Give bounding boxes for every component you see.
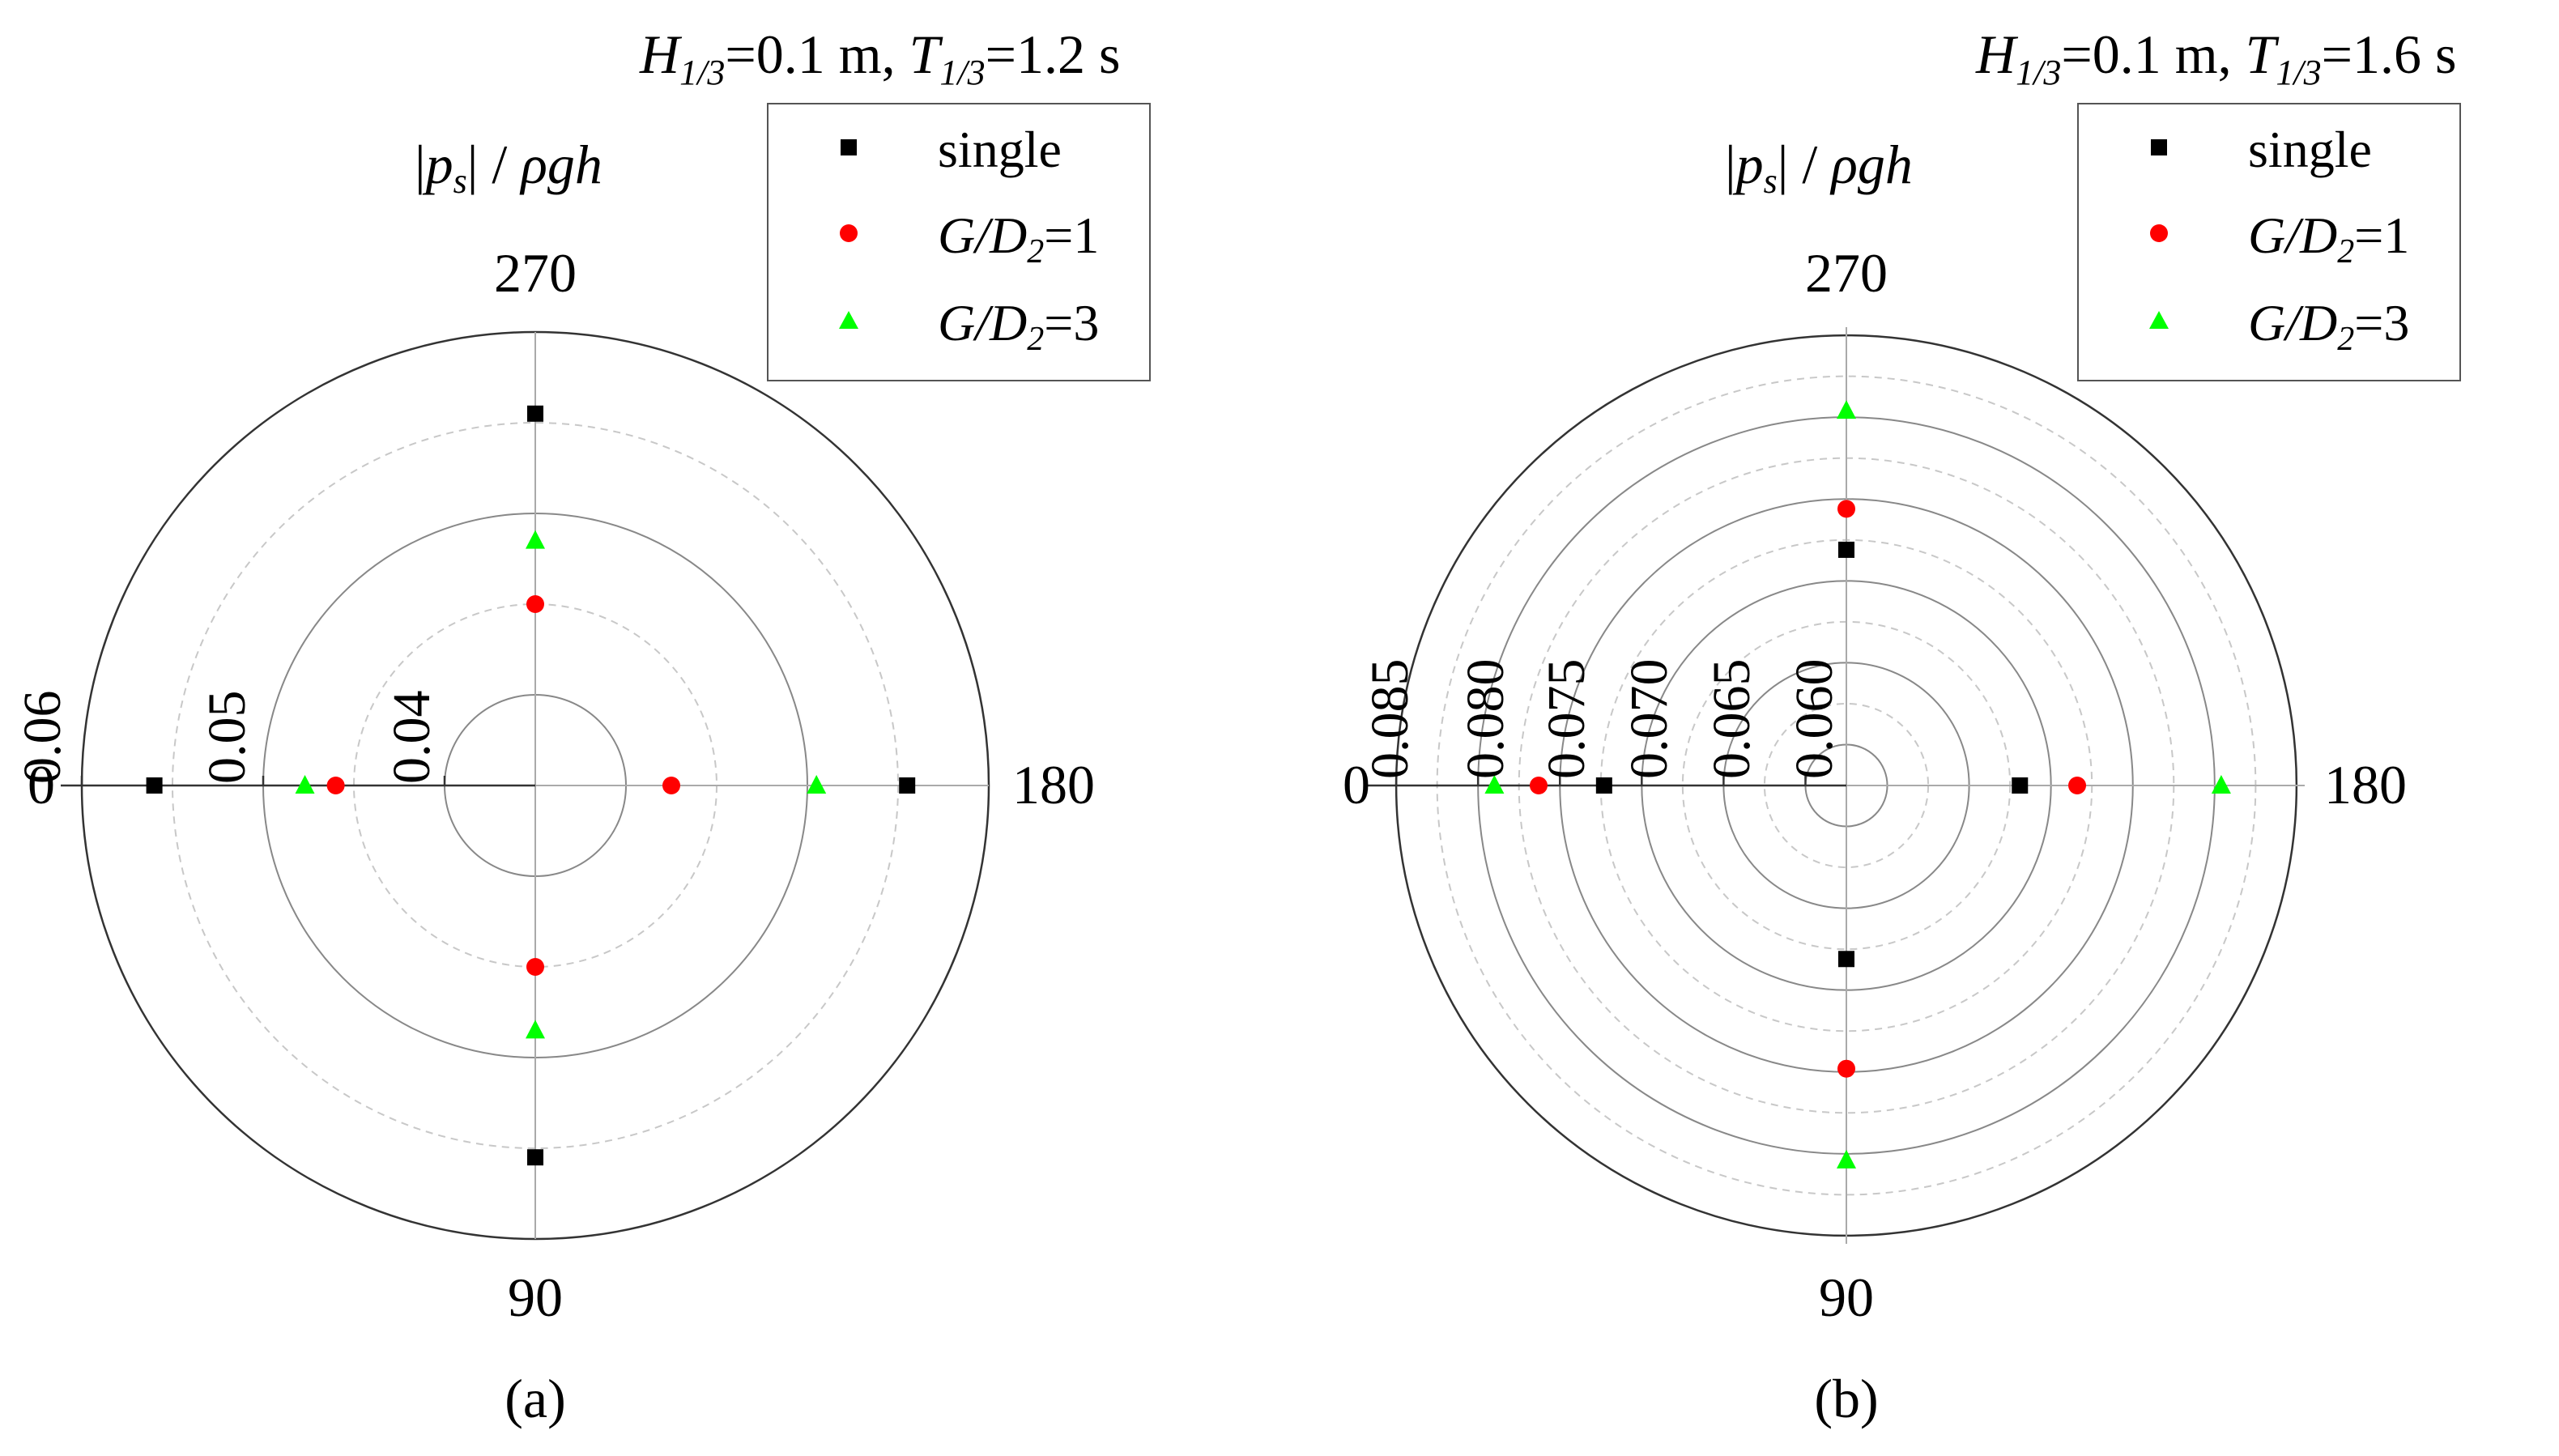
radial-tick-b-3: 0.070	[1620, 659, 1679, 780]
legend-marker-gd1-b	[2150, 224, 2168, 242]
marker-circle-a-90	[526, 958, 544, 976]
radial-tick-b-0: 0.085	[1360, 659, 1420, 780]
polar-grid-a	[61, 330, 990, 1241]
angle-tick-180-b: 180	[2324, 754, 2407, 815]
marker-square-b-0	[1595, 777, 1612, 794]
angle-tick-90-b: 90	[1819, 1267, 1874, 1328]
panel-label-b: (b)	[1814, 1368, 1878, 1429]
marker-triangle-a-90	[526, 1020, 545, 1039]
angle-tick-0-b: 0	[1343, 754, 1370, 815]
data-markers-a	[146, 405, 916, 1166]
panel-a: 270 180 90 0 0.06 0.05 0.04 |ps| / ρgh H…	[13, 23, 1151, 1429]
marker-square-a-90	[527, 1149, 543, 1166]
marker-triangle-b-90	[1837, 1149, 1856, 1169]
radial-tick-b-5: 0.060	[1785, 659, 1844, 780]
legend-b: single G/D2=1 G/D2=3	[2077, 103, 2461, 381]
polar-grid-b	[1367, 327, 2305, 1244]
legend-marker-gd1-a	[840, 224, 858, 242]
legend-box-b	[2077, 103, 2461, 381]
legend-label-gd1-a: G/D2=1	[938, 206, 1099, 270]
marker-square-a-180	[899, 777, 916, 794]
marker-circle-b-0	[1529, 777, 1548, 794]
radial-tick-a-2: 0.04	[382, 691, 441, 785]
legend-marker-single-b	[2151, 139, 2167, 155]
marker-square-a-270	[527, 405, 543, 422]
marker-square-b-180	[2012, 777, 2029, 794]
radial-tick-a-0: 0.06	[13, 691, 72, 785]
marker-triangle-b-0	[1484, 775, 1505, 794]
legend-marker-gd3-b	[2149, 311, 2169, 329]
legend-box-a	[767, 103, 1151, 381]
legend-label-single-a: single	[938, 121, 1062, 178]
data-markers-b	[1484, 400, 2231, 1169]
marker-circle-a-0	[326, 777, 345, 794]
marker-circle-a-180	[662, 777, 680, 794]
angle-tick-0-a: 0	[28, 754, 55, 815]
legend-label-gd3-b: G/D2=3	[2248, 294, 2409, 358]
angle-tick-270-a: 270	[494, 242, 577, 304]
legend-a: single G/D2=1 G/D2=3	[767, 103, 1151, 381]
panel-title-b: H1/3=0.1 m, T1/3=1.6 s	[1975, 23, 2456, 92]
marker-square-b-270	[1838, 541, 1854, 558]
marker-triangle-b-270	[1837, 400, 1856, 419]
marker-triangle-a-270	[526, 530, 545, 549]
marker-circle-b-90	[1837, 1059, 1855, 1078]
marker-square-b-90	[1838, 951, 1854, 968]
radial-tick-b-2: 0.075	[1537, 659, 1596, 780]
legend-marker-gd3-a	[839, 311, 858, 329]
radial-tick-b-1: 0.080	[1456, 659, 1515, 780]
legend-marker-single-a	[841, 139, 857, 155]
angle-tick-270-b: 270	[1805, 242, 1888, 304]
marker-circle-a-270	[526, 595, 544, 613]
marker-triangle-a-180	[807, 775, 827, 794]
radial-tick-b-4: 0.065	[1702, 659, 1761, 780]
radial-tick-a-1: 0.05	[198, 691, 257, 785]
legend-label-gd3-a: G/D2=3	[938, 294, 1099, 358]
marker-circle-b-180	[2068, 777, 2087, 794]
angle-tick-90-a: 90	[508, 1267, 563, 1328]
legend-label-gd1-b: G/D2=1	[2248, 206, 2409, 270]
panel-label-a: (a)	[505, 1368, 565, 1429]
radial-axis-title-a: |ps| / ρgh	[415, 134, 602, 201]
panel-b: 270 180 90 0 0.085 0.080 0.075 0.070 0.0…	[1343, 23, 2461, 1429]
marker-triangle-b-180	[2211, 775, 2231, 794]
panel-title-a: H1/3=0.1 m, T1/3=1.2 s	[639, 23, 1120, 92]
marker-circle-b-270	[1837, 500, 1855, 518]
angle-tick-180-a: 180	[1012, 754, 1095, 815]
radial-axis-title-b: |ps| / ρgh	[1725, 134, 1913, 201]
marker-triangle-a-0	[295, 775, 315, 794]
marker-square-a-0	[146, 777, 163, 794]
legend-label-single-b: single	[2248, 121, 2372, 178]
